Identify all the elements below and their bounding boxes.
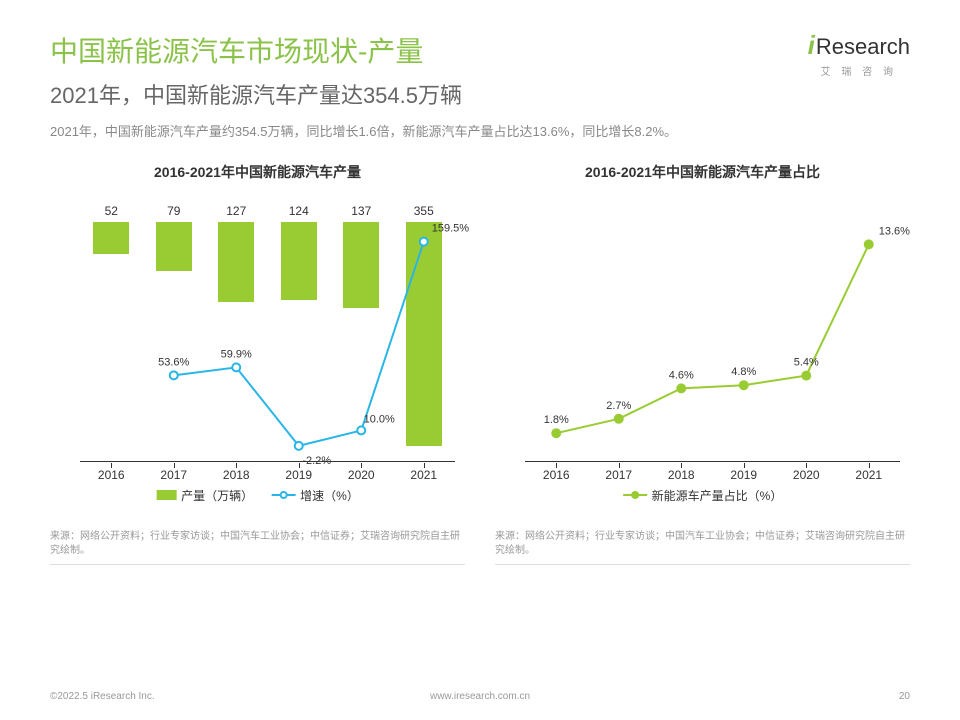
x-label: 2016	[525, 468, 588, 482]
chart2-area: 1.8%2.7%4.6%4.8%5.4%13.6% 20162017201820…	[495, 192, 910, 522]
bar-value-label: 137	[351, 204, 371, 218]
logo-main: i Research	[808, 30, 910, 61]
bar-value-label: 52	[105, 204, 118, 218]
charts-container: 2016-2021年中国新能源汽车产量 5279127124137355 53.…	[50, 162, 910, 565]
chart1-legend-bar: 产量（万辆）	[156, 487, 253, 504]
svg-text:5.4%: 5.4%	[794, 356, 819, 368]
footer-page: 20	[899, 691, 910, 702]
x-label: 2016	[80, 468, 143, 482]
chart2-x-labels: 201620172018201920202021	[525, 468, 900, 482]
chart1-source: 来源：网络公开资料；行业专家访谈；中国汽车工业协会；中信证券；艾瑞咨询研究院自主…	[50, 530, 465, 565]
bar-group: 355	[393, 222, 456, 462]
line-swatch-icon	[271, 494, 295, 496]
page-title: 中国新能源汽车市场现状-产量	[50, 30, 910, 70]
bar-group: 79	[143, 222, 206, 462]
page-description: 2021年，中国新能源汽车产量约354.5万辆，同比增长1.6倍，新能源汽车产量…	[50, 122, 910, 142]
chart1-area: 5279127124137355 53.6%59.9%-2.2%10.0%159…	[50, 192, 465, 522]
chart1-legend-line-label: 增速（%）	[300, 487, 359, 504]
x-label: 2017	[588, 468, 651, 482]
footer-url: www.iresearch.com.cn	[430, 691, 530, 702]
svg-text:4.8%: 4.8%	[731, 366, 756, 378]
logo-rest: Research	[816, 34, 910, 60]
x-label: 2018	[205, 468, 268, 482]
bar-group: 52	[80, 222, 143, 462]
svg-text:1.8%: 1.8%	[544, 414, 569, 426]
bar-value-label: 79	[167, 204, 180, 218]
chart2-legend-line-label: 新能源车产量占比（%）	[652, 487, 783, 504]
line-marker-icon	[631, 491, 639, 499]
x-label: 2019	[713, 468, 776, 482]
logo: i Research 艾 瑞 咨 询	[808, 30, 910, 78]
svg-text:2.7%: 2.7%	[606, 399, 631, 411]
line-marker-icon	[279, 491, 287, 499]
bar: 79	[156, 222, 192, 272]
chart1-title: 2016-2021年中国新能源汽车产量	[50, 162, 465, 182]
x-label: 2019	[268, 468, 331, 482]
chart2-legend: 新能源车产量占比（%）	[623, 487, 783, 504]
bar-value-label: 124	[289, 204, 309, 218]
bar-group: 137	[330, 222, 393, 462]
chart1-x-axis	[80, 461, 455, 462]
chart2-line: 1.8%2.7%4.6%4.8%5.4%13.6%	[525, 222, 900, 462]
bar: 355	[406, 222, 442, 446]
bar: 52	[93, 222, 129, 255]
x-label: 2018	[650, 468, 713, 482]
svg-text:4.6%: 4.6%	[669, 369, 694, 381]
chart2-plot: 1.8%2.7%4.6%4.8%5.4%13.6%	[525, 222, 900, 462]
bar-swatch-icon	[156, 490, 176, 500]
chart1-legend-line: 增速（%）	[271, 487, 359, 504]
bar: 137	[343, 222, 379, 309]
x-label: 2021	[838, 468, 901, 482]
chart2-title: 2016-2021年中国新能源汽车产量占比	[495, 162, 910, 182]
chart1-legend-bar-label: 产量（万辆）	[181, 487, 253, 504]
x-label: 2020	[775, 468, 838, 482]
chart2-x-axis	[525, 461, 900, 462]
x-label: 2020	[330, 468, 393, 482]
bar: 124	[281, 222, 317, 300]
chart-right: 2016-2021年中国新能源汽车产量占比 1.8% 2.7% 4.6% 4.8% 5.…	[495, 162, 910, 565]
logo-i: i	[808, 30, 815, 61]
x-label: 2021	[393, 468, 456, 482]
chart1-plot: 5279127124137355 53.6%59.9%-2.2%10.0%159…	[80, 222, 455, 462]
slide: i Research 艾 瑞 咨 询 中国新能源汽车市场现状-产量 2021年，…	[0, 0, 960, 720]
bar-group: 127	[205, 222, 268, 462]
chart1-x-labels: 201620172018201920202021	[80, 468, 455, 482]
bar: 127	[218, 222, 254, 302]
footer-copyright: ©2022.5 iResearch Inc.	[50, 691, 155, 702]
logo-subtitle: 艾 瑞 咨 询	[808, 63, 910, 78]
bar-group: 124	[268, 222, 331, 462]
chart1-bars: 52 79 127 124 137 355	[80, 222, 455, 462]
chart-left: 2016-2021年中国新能源汽车产量 5279127124137355 53.…	[50, 162, 465, 565]
chart1-legend: 产量（万辆） 增速（%）	[156, 487, 359, 504]
bar-value-label: 355	[414, 204, 434, 218]
chart2-legend-line: 新能源车产量占比（%）	[623, 487, 783, 504]
x-label: 2017	[143, 468, 206, 482]
bar-value-label: 127	[226, 204, 246, 218]
chart2-source: 来源：网络公开资料；行业专家访谈；中国汽车工业协会；中信证券；艾瑞咨询研究院自主…	[495, 530, 910, 565]
line-swatch-icon	[623, 494, 647, 496]
page-subtitle: 2021年，中国新能源汽车产量达354.5万辆	[50, 78, 910, 110]
footer: ©2022.5 iResearch Inc. www.iresearch.com…	[50, 691, 910, 702]
svg-text:13.6%: 13.6%	[879, 225, 910, 237]
